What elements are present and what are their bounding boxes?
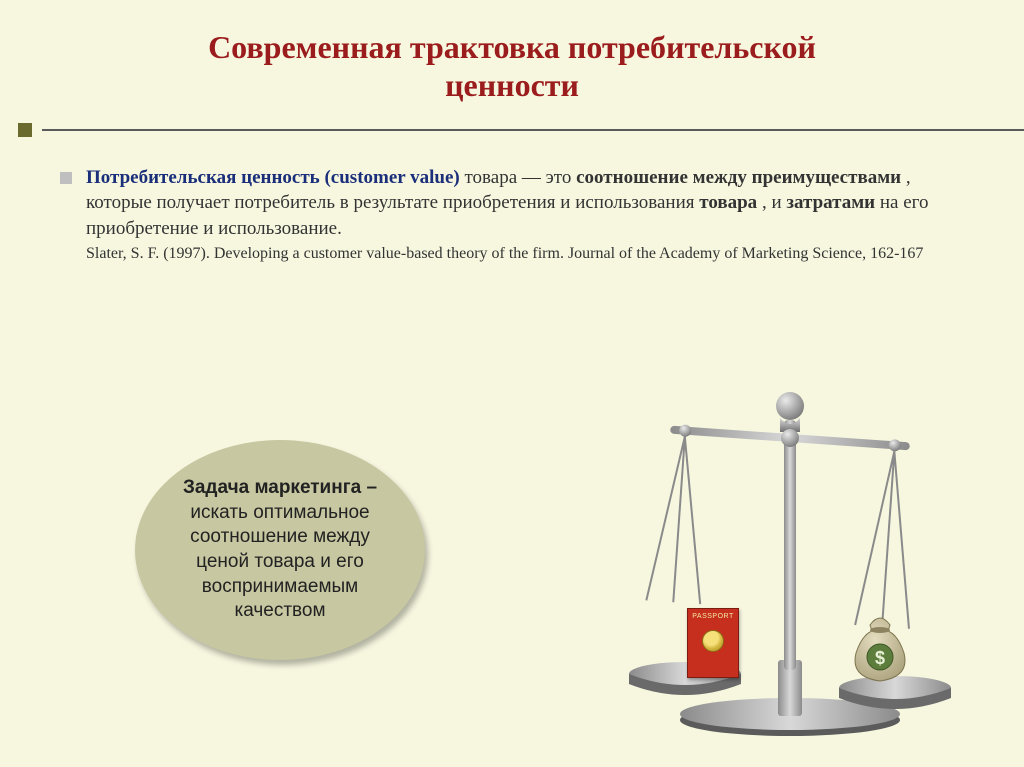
content-area: Потребительская ценность (customer value…	[0, 137, 1024, 263]
lower-region: Задача маркетинга – искать оптимальное с…	[0, 380, 1024, 740]
title-line-1: Современная трактовка потребительской	[208, 29, 816, 65]
def-bold3: затратами	[786, 192, 875, 213]
lead-term: Потребительская ценность	[86, 167, 320, 188]
moneybag-symbol: $	[875, 648, 885, 668]
def-after-lead: товара — это	[465, 167, 577, 188]
definition-bullet-row: Потребительская ценность (customer value…	[60, 165, 964, 263]
title-divider	[0, 123, 1024, 137]
def-bold1: соотношение между преимуществами	[576, 167, 901, 188]
bullet-icon	[60, 172, 72, 184]
ellipse-text: Задача маркетинга – искать оптимальное с…	[165, 476, 395, 624]
divider-square-icon	[18, 123, 32, 137]
marketing-task-ellipse: Задача маркетинга – искать оптимальное с…	[135, 440, 425, 660]
passport-seal-icon	[702, 630, 724, 652]
lead-term-en: (customer value)	[324, 167, 459, 188]
citation-text: Slater, S. F. (1997). Developing a custo…	[86, 245, 964, 263]
ellipse-title: Задача маркетинга –	[183, 477, 377, 498]
def-mid2: , и	[762, 192, 786, 213]
passport-icon: PASSPORT	[687, 608, 739, 678]
moneybag-icon: $	[848, 615, 912, 685]
passport-label: PASSPORT	[692, 613, 733, 620]
definition-block: Потребительская ценность (customer value…	[86, 165, 964, 263]
ellipse-body: искать оптимальное соотношение между цен…	[190, 502, 370, 622]
def-bold2: товара	[699, 192, 757, 213]
balance-scale-icon	[610, 360, 970, 740]
title-line-2: ценности	[445, 67, 579, 103]
slide-title: Современная трактовка потребительской це…	[0, 0, 1024, 117]
divider-line	[42, 129, 1024, 131]
definition-paragraph: Потребительская ценность (customer value…	[86, 165, 964, 242]
